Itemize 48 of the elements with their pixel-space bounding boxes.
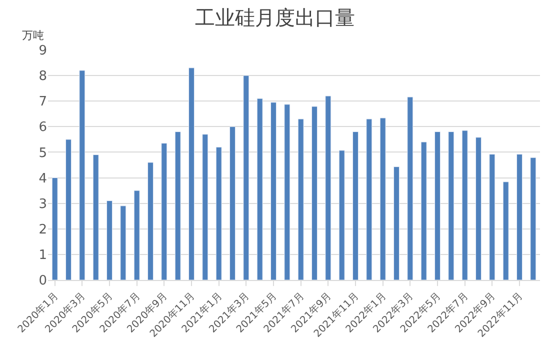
bar xyxy=(174,132,181,280)
bar xyxy=(106,200,112,280)
bar xyxy=(284,104,290,280)
bar xyxy=(52,178,58,280)
y-tick-label: 0 xyxy=(38,274,47,289)
bar xyxy=(256,98,263,280)
bar xyxy=(394,166,400,280)
bar xyxy=(148,162,154,280)
bar xyxy=(516,154,522,280)
y-tick-label: 7 xyxy=(38,94,47,110)
bar xyxy=(188,68,194,280)
chart-title: 工业硅月度出口量 xyxy=(195,6,355,30)
bar xyxy=(161,143,168,280)
bar xyxy=(448,132,454,280)
bar xyxy=(312,106,318,280)
bar xyxy=(530,157,536,280)
y-tick-label: 9 xyxy=(38,44,47,59)
y-tick-label: 5 xyxy=(38,146,47,161)
y-axis-title: 万吨 xyxy=(22,29,44,42)
bar xyxy=(407,96,414,280)
bar xyxy=(270,102,276,280)
bar xyxy=(502,182,509,280)
bar xyxy=(352,132,358,280)
bar xyxy=(120,206,126,280)
bar xyxy=(92,154,99,280)
bar xyxy=(462,130,468,280)
bar xyxy=(216,146,222,280)
bar xyxy=(434,132,440,280)
bar xyxy=(366,118,372,280)
bar xyxy=(66,139,72,280)
y-tick-label: 8 xyxy=(38,69,47,84)
bar xyxy=(79,70,86,280)
bar xyxy=(380,118,386,280)
bar xyxy=(134,190,140,280)
y-tick-label: 6 xyxy=(38,120,47,136)
bar xyxy=(476,137,482,280)
bar xyxy=(338,150,345,280)
bar xyxy=(325,96,332,280)
bar xyxy=(202,134,208,280)
bar xyxy=(489,154,496,280)
bar xyxy=(298,118,304,280)
bar xyxy=(230,126,236,280)
y-tick-label: 4 xyxy=(38,171,47,186)
y-tick-label: 1 xyxy=(38,248,47,263)
y-tick-label: 2 xyxy=(38,222,47,238)
bar xyxy=(243,75,250,280)
bar xyxy=(420,142,427,280)
y-tick-label: 3 xyxy=(38,196,47,212)
